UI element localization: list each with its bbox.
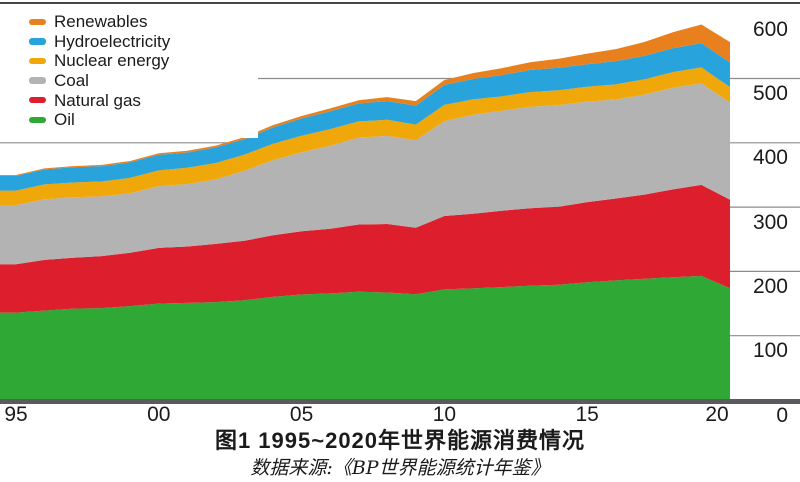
area-nuclear [0, 67, 730, 206]
area-renewables [0, 24, 730, 176]
legend-swatch-oil [29, 116, 46, 124]
area-hydroelectricity [0, 43, 730, 191]
x-tick-label-95: 95 [4, 403, 28, 426]
legend-label-coal: Coal [54, 71, 89, 91]
x-tick-label-00: 00 [147, 403, 171, 426]
y-tick-label-100: 100 [752, 339, 788, 363]
legend-label-renewables: Renewables [54, 12, 148, 32]
legend-swatch-renewables [29, 18, 46, 26]
legend-item-coal: Coal [29, 71, 258, 91]
y-tick-label-400: 400 [752, 146, 788, 170]
y-tick-label-300: 300 [752, 210, 788, 234]
legend-swatch-coal [29, 77, 46, 84]
y-tick-label-600: 600 [752, 17, 788, 41]
chart-legend: Renewables Hydroelectricity Nuclear energy… [0, 6, 258, 138]
legend-label-natural_gas: Natural gas [54, 90, 141, 110]
y-tick-label-200: 200 [752, 274, 788, 298]
x-tick-label-10: 10 [432, 403, 457, 426]
y-tick-label-500: 500 [752, 82, 788, 105]
legend-label-oil: Oil [54, 110, 75, 130]
x-tick-label-20: 20 [705, 403, 729, 426]
x-tick-label-15: 15 [575, 403, 599, 426]
area-natural_gas [0, 184, 730, 313]
legend-swatch-natural_gas [29, 96, 46, 104]
legend-item-natural_gas: Natural gas [29, 90, 258, 110]
area-coal [0, 83, 730, 265]
legend-label-nuclear: Nuclear energy [54, 51, 170, 71]
legend-item-renewables: Renewables [29, 12, 258, 32]
area-oil [0, 275, 730, 400]
figure-source-note: 数据来源:《BP世界能源统计年鉴》 [250, 457, 550, 479]
legend-label-hydroelectricity: Hydroelectricity [54, 31, 171, 51]
figure-title: 图1 1995~2020年世界能源消费情况 [214, 428, 586, 453]
y-tick-label-0: 0 [776, 403, 788, 427]
top-border-line [0, 2, 800, 4]
x-axis-line [0, 399, 800, 404]
legend-item-nuclear: Nuclear energy [29, 51, 258, 71]
legend-item-oil: Oil [29, 110, 258, 130]
x-tick-label-05: 05 [289, 403, 314, 426]
legend-swatch-hydroelectricity [29, 38, 46, 45]
legend-swatch-nuclear [29, 57, 46, 65]
legend-item-hydroelectricity: Hydroelectricity [29, 32, 258, 52]
